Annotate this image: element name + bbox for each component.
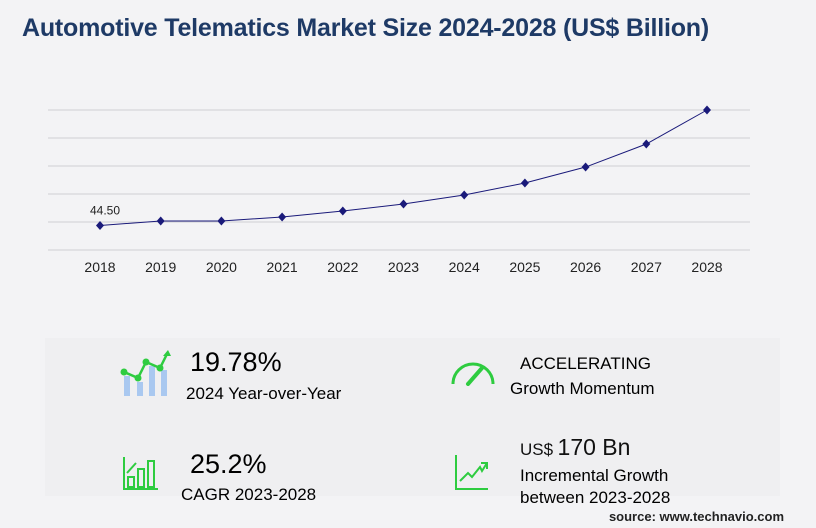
data-point: [156, 216, 165, 226]
momentum-value: ACCELERATING: [520, 354, 651, 373]
data-point: [96, 221, 104, 231]
speedometer-icon: [451, 362, 495, 386]
yoy-label: 2024 Year-over-Year: [186, 384, 342, 403]
x-tick-label: 2025: [509, 259, 540, 275]
x-tick-label: 2027: [631, 259, 662, 275]
x-tick-label: 2026: [570, 259, 601, 275]
cagr-value: 25.2%: [190, 449, 267, 479]
data-point: [460, 190, 469, 200]
incremental-label-2: between 2023-2028: [520, 488, 671, 507]
incremental-value: US$ 170 Bn: [520, 434, 630, 461]
data-point: [399, 199, 408, 209]
data-point: [338, 206, 347, 216]
line-chart: 2018 2019 2020 2021 2022 2023 2024 2025 2026 2027…: [48, 105, 750, 275]
source-credit: source: www.technavio.com: [608, 509, 784, 524]
incremental-label-1: Incremental Growth: [520, 466, 669, 485]
data-point: [703, 105, 711, 115]
x-tick-label: 2028: [691, 259, 722, 275]
x-tick-label: 2020: [206, 259, 237, 275]
x-tick-label: 2021: [267, 259, 298, 275]
data-point: [642, 139, 651, 149]
stats-panel: [45, 338, 780, 496]
x-tick-label: 2018: [84, 259, 115, 275]
x-tick-label: 2022: [327, 259, 358, 275]
x-tick-label: 2023: [388, 259, 419, 275]
chart-title: Automotive Telematics Market Size 2024-2…: [22, 14, 709, 42]
bar-growth-icon: [123, 457, 158, 490]
growth-chart-icon: [120, 350, 171, 396]
currency-prefix: US$: [520, 440, 554, 459]
data-point: [278, 212, 287, 222]
trend-up-icon: [455, 455, 488, 490]
momentum-label: Growth Momentum: [510, 379, 655, 398]
x-tick-label: 2019: [145, 259, 176, 275]
incremental-amount: 170 Bn: [557, 434, 631, 460]
cagr-label: CAGR 2023-2028: [181, 485, 317, 504]
x-tick-label: 2024: [449, 259, 480, 275]
data-point: [217, 216, 226, 226]
data-point: [520, 178, 529, 188]
data-label: 44.50: [90, 204, 120, 218]
yoy-value: 19.78%: [190, 347, 282, 377]
data-point: [581, 162, 590, 172]
